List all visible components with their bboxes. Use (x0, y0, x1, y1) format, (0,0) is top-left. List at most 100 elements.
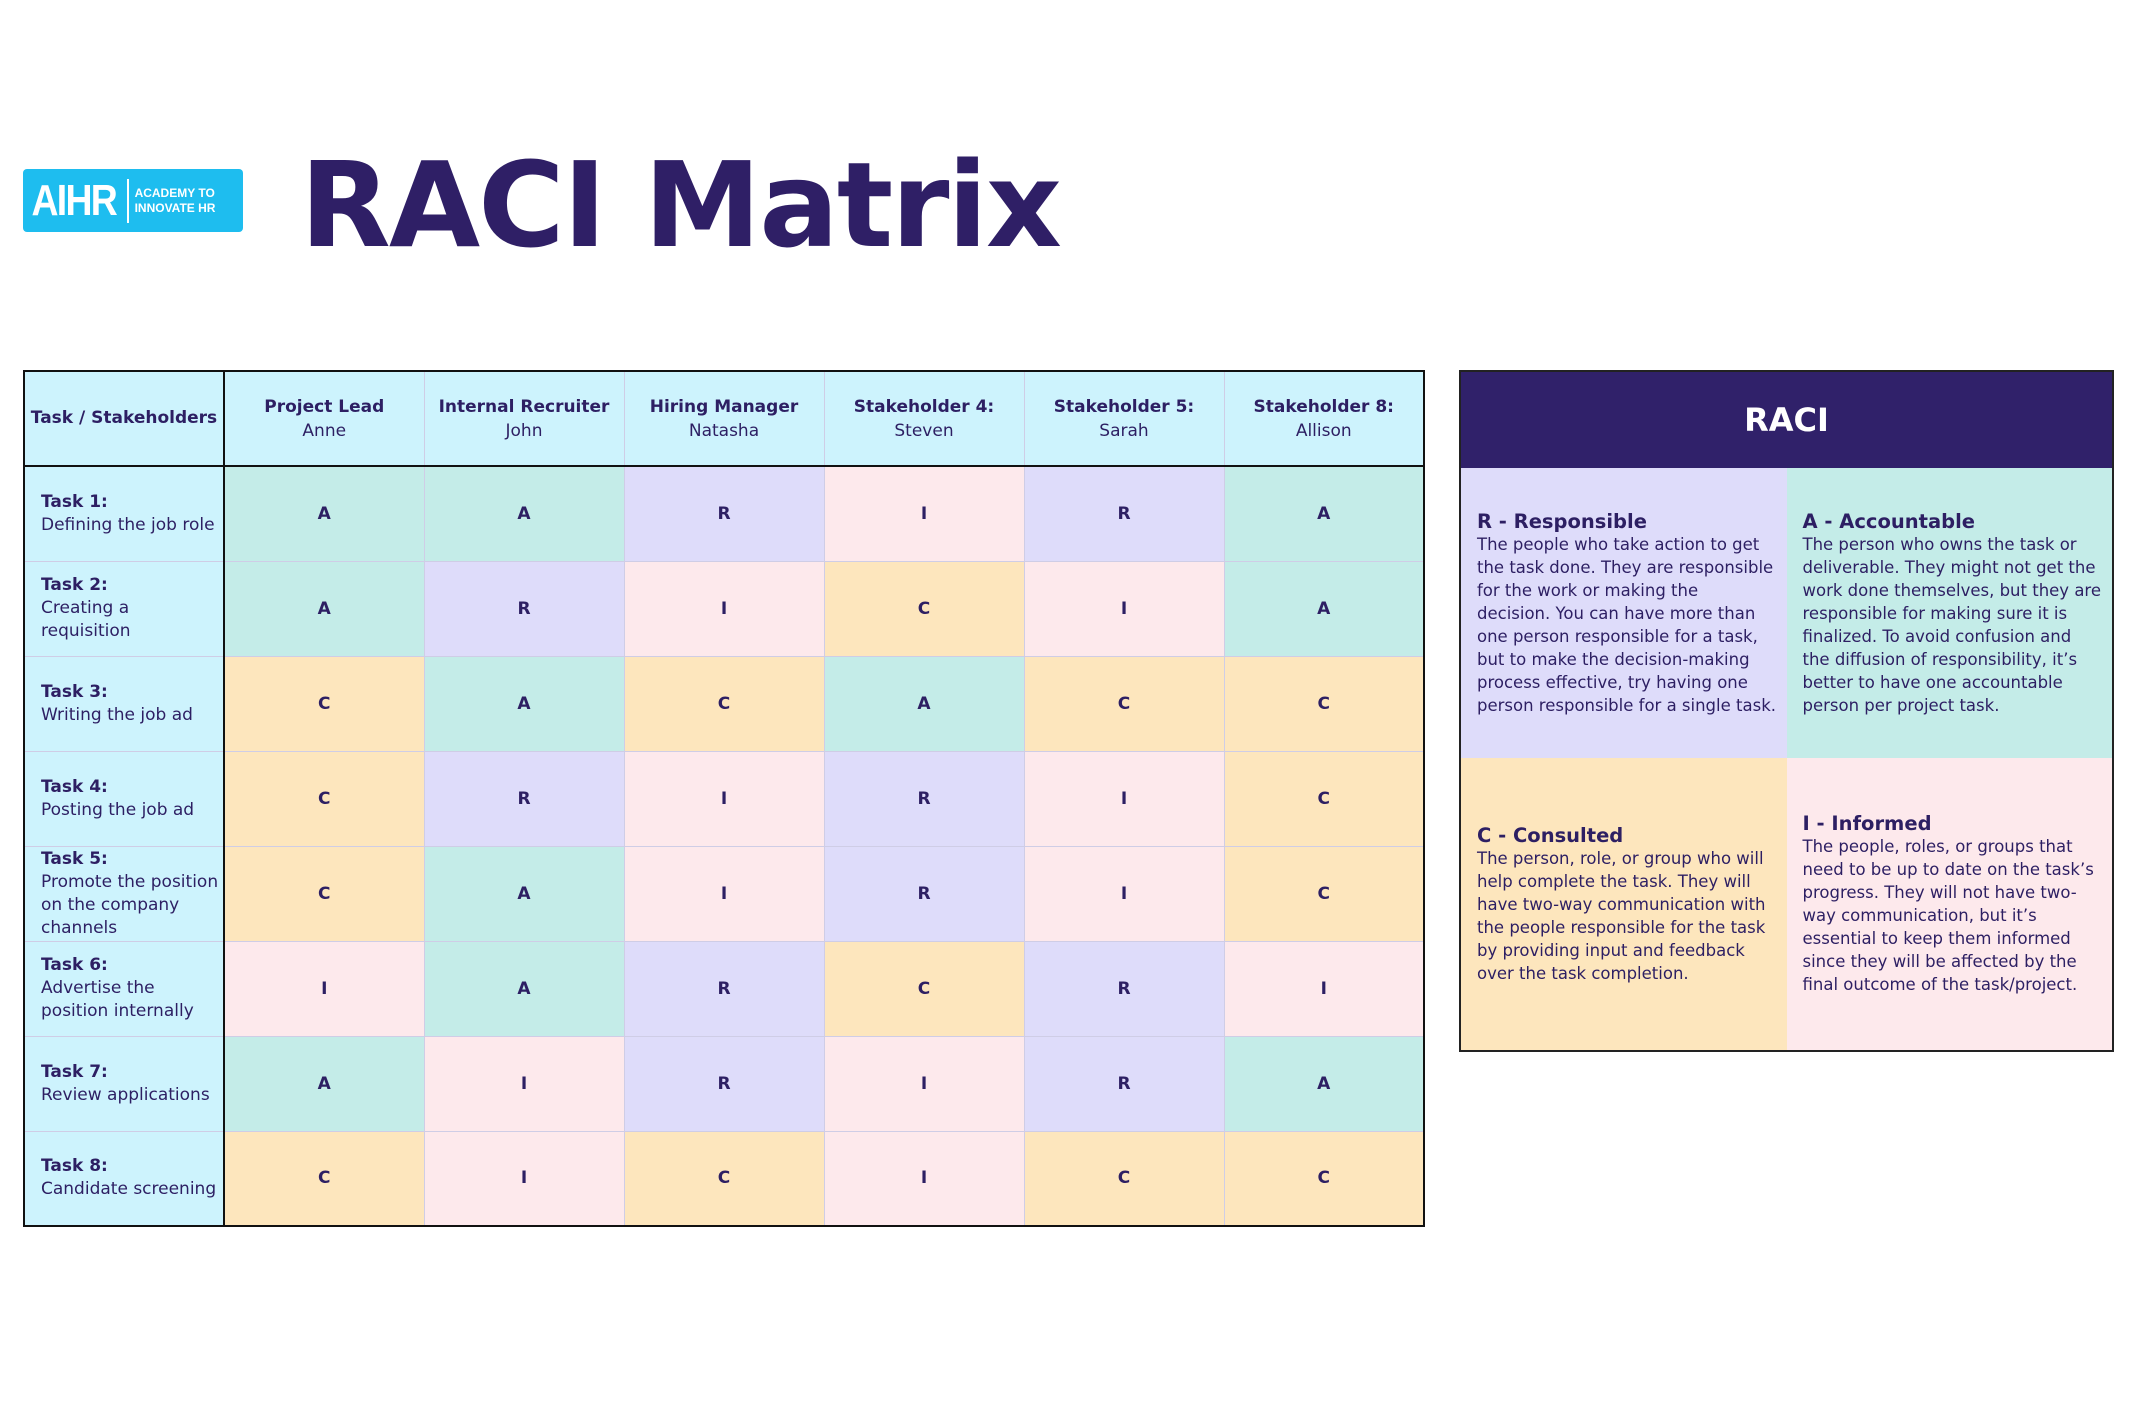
raci-cell: A (1223, 465, 1425, 562)
legend-heading: C - Consulted (1477, 823, 1624, 847)
table-row: Task 5: Promote the position on the compa… (23, 845, 1425, 942)
stakeholder-role: Internal Recruiter (438, 396, 610, 417)
task-label: Task 7: (41, 1061, 108, 1082)
raci-cell: I (423, 1130, 625, 1227)
table-row: Task 8: Candidate screening C I C I C C (23, 1130, 1425, 1227)
raci-cell: R (823, 750, 1025, 847)
stakeholder-role: Stakeholder 8: (1253, 396, 1394, 417)
stakeholder-header: Project Lead Anne (223, 370, 425, 467)
table-row: Task 2: Creating a requisition A R I C I A (23, 560, 1425, 657)
raci-cell: A (423, 845, 625, 942)
raci-cell: R (1023, 940, 1225, 1037)
legend-title: RACI (1461, 372, 2112, 470)
raci-cell: I (423, 1035, 625, 1132)
stakeholder-header: Stakeholder 8: Allison (1223, 370, 1425, 467)
task-cell: Task 8: Candidate screening (23, 1130, 225, 1227)
stakeholder-name: Natasha (688, 420, 760, 441)
task-description: Candidate screening (41, 1179, 217, 1200)
raci-cell: A (423, 940, 625, 1037)
legend-text: The people, roles, or groups that need t… (1802, 837, 2094, 994)
legend-heading: I - Informed (1802, 812, 1932, 835)
stakeholder-header: Stakeholder 4: Steven (823, 370, 1025, 467)
logo-tagline: ACADEMY TO INNOVATE HR (135, 186, 216, 216)
raci-cell: I (1223, 940, 1425, 1037)
raci-legend-panel: RACI R - Responsible The people who take… (1459, 370, 2114, 1052)
corner-header: Task / Stakeholders (23, 370, 225, 467)
legend-text: The person, role, or group who will help… (1477, 848, 1766, 983)
raci-cell: R (1023, 1035, 1225, 1132)
raci-cell: A (423, 655, 625, 752)
page-title: RACI Matrix (300, 136, 1062, 274)
legend-responsible: R - Responsible The people who take acti… (1461, 468, 1787, 758)
legend-heading: A - Accountable (1802, 509, 1975, 533)
task-label: Task 6: (41, 955, 108, 975)
task-label: Task 1: (41, 491, 108, 512)
task-cell: Task 4: Posting the job ad (23, 750, 225, 847)
raci-cell: C (623, 1130, 825, 1227)
raci-cell: R (823, 845, 1025, 942)
task-label: Task 3: (41, 681, 108, 702)
raci-cell: R (623, 940, 825, 1037)
stakeholder-header: Hiring Manager Natasha (623, 370, 825, 467)
task-description: Defining the job role (41, 514, 215, 535)
raci-cell: R (623, 1035, 825, 1132)
task-description: Creating a requisition (41, 598, 131, 641)
raci-cell: R (1023, 465, 1225, 562)
task-label: Task 5: (41, 848, 108, 869)
raci-cell: I (623, 750, 825, 847)
raci-cell: I (223, 940, 425, 1037)
task-description: Advertise the position internally (41, 978, 194, 1021)
aihr-logo: AIHR ACADEMY TO INNOVATE HR (23, 169, 243, 232)
raci-matrix-table: Task / Stakeholders Project Lead Anne Inte… (23, 370, 1425, 1227)
raci-cell: A (423, 465, 625, 562)
stakeholder-name: John (505, 420, 543, 441)
raci-cell: A (1223, 1035, 1425, 1132)
stakeholder-role: Project Lead (264, 396, 385, 417)
task-cell: Task 7: Review applications (23, 1035, 225, 1132)
raci-cell: A (1223, 560, 1425, 657)
task-label: Task 4: (41, 776, 108, 797)
raci-cell: I (1023, 845, 1225, 942)
raci-cell: R (423, 560, 625, 657)
raci-cell: I (623, 845, 825, 942)
stakeholder-name: Allison (1295, 420, 1352, 441)
legend-accountable: A - Accountable The person who owns the … (1786, 468, 2112, 758)
raci-cell: C (223, 845, 425, 942)
raci-cell: C (1223, 655, 1425, 752)
header-row: Task / Stakeholders Project Lead Anne Inte… (23, 370, 1425, 467)
raci-cell: I (623, 560, 825, 657)
task-cell: Task 5: Promote the position on the compa… (23, 845, 225, 942)
stakeholder-name: Sarah (1099, 420, 1149, 441)
table-row: Task 1: Defining the job role A A R I R A (23, 465, 1425, 562)
legend-consulted: C - Consulted The person, role, or group… (1461, 758, 1787, 1050)
logo-mark: AIHR (31, 175, 118, 225)
table-row: Task 3: Writing the job ad C A C A C C (23, 655, 1425, 752)
task-cell: Task 1: Defining the job role (23, 465, 225, 562)
task-label: Task 2: (41, 575, 108, 595)
raci-cell: C (1223, 1130, 1425, 1227)
raci-cell: C (223, 1130, 425, 1227)
raci-cell: I (823, 1035, 1025, 1132)
task-cell: Task 6: Advertise the position internally (23, 940, 225, 1037)
raci-cell: C (823, 940, 1025, 1037)
raci-cell: C (1023, 655, 1225, 752)
task-description: Review applications (41, 1084, 210, 1105)
task-description: Writing the job ad (41, 704, 193, 725)
raci-cell: C (1223, 845, 1425, 942)
legend-text: The person who owns the task or delivera… (1802, 534, 2102, 715)
stakeholder-role: Hiring Manager (649, 396, 799, 417)
legend-informed: I - Informed The people, roles, or group… (1786, 758, 2112, 1050)
task-description: Promote the position on the company chan… (41, 871, 219, 938)
stakeholder-role: Stakeholder 5: (1053, 396, 1195, 417)
stakeholder-role: Stakeholder 4: (853, 396, 995, 417)
stakeholder-name: Steven (894, 420, 954, 441)
stakeholder-header: Stakeholder 5: Sarah (1023, 370, 1225, 467)
raci-cell: I (1023, 560, 1225, 657)
raci-cell: R (423, 750, 625, 847)
raci-cell: C (1223, 750, 1425, 847)
raci-cell: I (823, 465, 1025, 562)
raci-cell: C (223, 655, 425, 752)
raci-cell: A (223, 465, 425, 562)
table-row: Task 7: Review applications A I R I R A (23, 1035, 1425, 1132)
raci-cell: A (823, 655, 1025, 752)
